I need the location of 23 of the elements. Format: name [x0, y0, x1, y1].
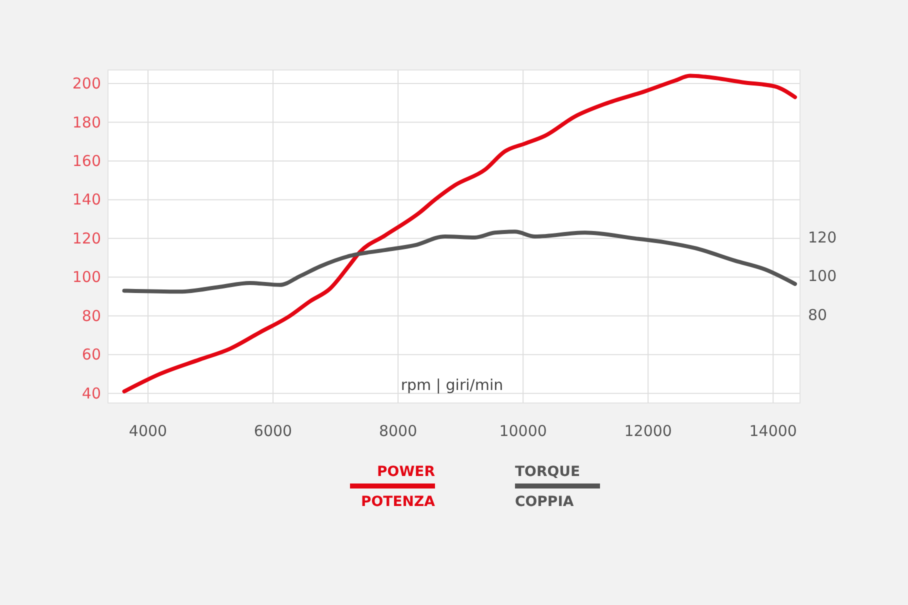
x-axis-title: rpm | giri/min — [400, 376, 504, 394]
y-tick-label: 180 — [72, 113, 101, 132]
y-tick-label: 160 — [72, 152, 101, 170]
y2-tick-label: 120 — [808, 228, 837, 246]
y-tick-label: 120 — [72, 229, 101, 248]
y-tick-label: 40 — [82, 384, 101, 402]
x-tick-label: 6000 — [254, 422, 292, 440]
text: POWER POTENZA — [361, 464, 436, 510]
x-tick-label: 12000 — [624, 422, 672, 440]
y2-tick-label: 100 — [808, 267, 837, 286]
y-tick-label: 200 — [72, 74, 101, 93]
line-series — [122, 230, 797, 294]
x-tick-label: 4000 — [128, 422, 168, 440]
y-tick-label: 60 — [82, 346, 101, 364]
line-series — [122, 74, 797, 394]
x-tick-label: 8000 — [378, 422, 418, 440]
x-tick-label: 14000 — [749, 422, 797, 440]
y-tick-label: 80 — [82, 306, 101, 325]
text: TORQUE COPPIA — [515, 464, 580, 510]
y-tick-label: 100 — [72, 268, 101, 286]
y2-tick-label: 80 — [808, 306, 828, 324]
y-tick-label: 140 — [72, 190, 101, 209]
x-tick-label: 10000 — [499, 422, 547, 440]
